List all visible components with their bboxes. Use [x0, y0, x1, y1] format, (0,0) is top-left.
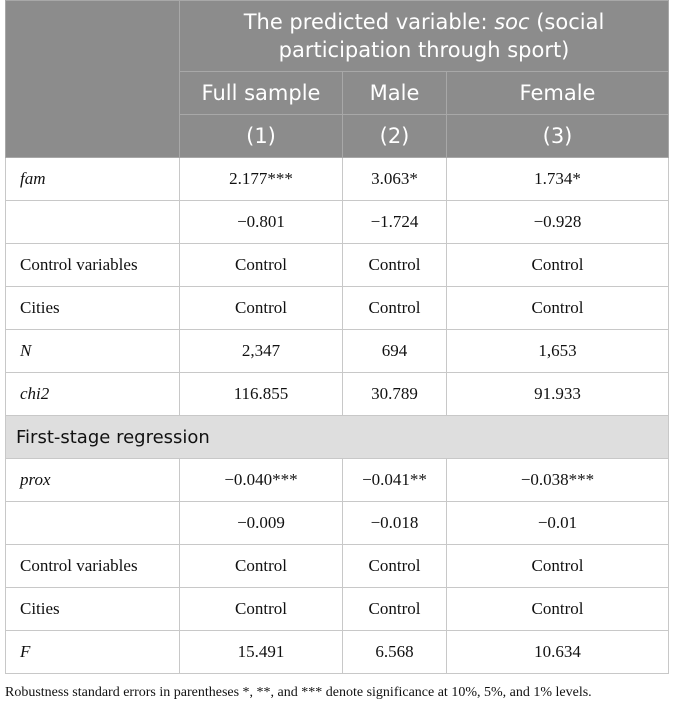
cell: Control [179, 286, 343, 330]
cell: 91.933 [446, 372, 669, 416]
row-label: fam [5, 157, 180, 201]
cell: 6.568 [342, 630, 447, 674]
row-label: Cities [5, 587, 180, 631]
cell: Control [342, 243, 447, 287]
cell: Control [342, 286, 447, 330]
cell: 2.177*** [179, 157, 343, 201]
table-row: −0.009 −0.018 −0.01 [5, 501, 669, 545]
column-number: (3) [446, 114, 669, 158]
row-label: N [5, 329, 180, 373]
cell: Control [446, 243, 669, 287]
title-part: The predicted variable: [243, 10, 495, 34]
cell: 15.491 [179, 630, 343, 674]
section-title: First-stage regression [5, 415, 669, 459]
cell: Control [446, 587, 669, 631]
column-header: Male [342, 71, 447, 115]
cell: 116.855 [179, 372, 343, 416]
row-label [5, 200, 180, 244]
column-header: Full sample [179, 71, 343, 115]
results-table: The predicted variable: soc (social part… [5, 0, 669, 674]
row-label: Cities [5, 286, 180, 330]
cell: −0.018 [342, 501, 447, 545]
cell: −0.801 [179, 200, 343, 244]
cell: −0.040*** [179, 458, 343, 502]
title-part: (social participation through sport) [278, 10, 605, 62]
header-row: The predicted variable: soc (social part… [5, 0, 669, 158]
header-title: The predicted variable: soc (social part… [179, 0, 669, 72]
section-row: First-stage regression [5, 415, 669, 459]
row-label: F [5, 630, 180, 674]
row-label: Control variables [5, 243, 180, 287]
row-label: chi2 [5, 372, 180, 416]
column-number: (2) [342, 114, 447, 158]
cell: −0.928 [446, 200, 669, 244]
cell: Control [179, 587, 343, 631]
column-number: (1) [179, 114, 343, 158]
table-row: chi2 116.855 30.789 91.933 [5, 372, 669, 416]
corner-cell [5, 0, 180, 158]
table-row: prox −0.040*** −0.041** −0.038*** [5, 458, 669, 502]
cell: Control [179, 243, 343, 287]
column-header: Female [446, 71, 669, 115]
cell: −0.041** [342, 458, 447, 502]
header-row: (1) (2) (3) [6, 114, 669, 158]
header-row: Full sample Male Female [6, 71, 669, 115]
row-label: Control variables [5, 544, 180, 588]
cell: 30.789 [342, 372, 447, 416]
cell: −0.01 [446, 501, 669, 545]
cell: 10.634 [446, 630, 669, 674]
cell: 694 [342, 329, 447, 373]
table-row: −0.801 −1.724 −0.928 [5, 200, 669, 244]
table-row: fam 2.177*** 3.063* 1.734* [5, 157, 669, 201]
cell: Control [446, 286, 669, 330]
cell: Control [446, 544, 669, 588]
cell: 1,653 [446, 329, 669, 373]
table-row: N 2,347 694 1,653 [5, 329, 669, 373]
table-body: The predicted variable: soc (social part… [5, 0, 669, 674]
row-label [5, 501, 180, 545]
row-label: prox [5, 458, 180, 502]
cell: Control [342, 544, 447, 588]
cell: −0.038*** [446, 458, 669, 502]
cell: 1.734* [446, 157, 669, 201]
cell: 3.063* [342, 157, 447, 201]
cell: −1.724 [342, 200, 447, 244]
table-row: Control variables Control Control Control [5, 544, 669, 588]
cell: 2,347 [179, 329, 343, 373]
cell: Control [342, 587, 447, 631]
table-row: Cities Control Control Control [5, 286, 669, 330]
table-row: F 15.491 6.568 10.634 [5, 630, 669, 674]
cell: Control [179, 544, 343, 588]
title-part: soc [494, 10, 530, 34]
table-row: Control variables Control Control Control [5, 243, 669, 287]
footnote: Robustness standard errors in parenthese… [5, 685, 592, 700]
cell: −0.009 [179, 501, 343, 545]
table-row: Cities Control Control Control [5, 587, 669, 631]
